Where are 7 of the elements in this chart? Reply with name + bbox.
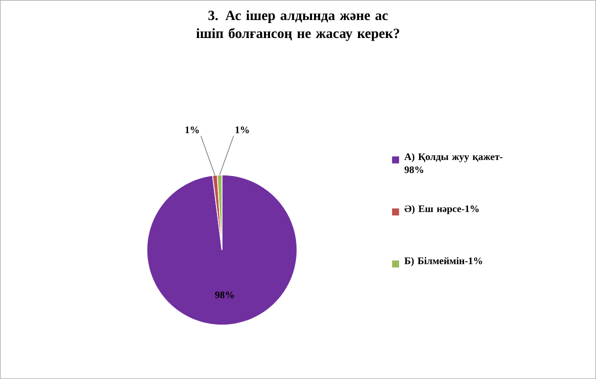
legend-label: Ә) Еш нәрсе-1% <box>404 205 479 214</box>
legend-label: Б) Білмеймін-1% <box>404 257 482 266</box>
legend-label: А) Қолды жуу қажет-98% <box>404 153 503 174</box>
data-label: 1% <box>236 126 249 134</box>
chart-title: 3. Ас ішер алдында және ас ішіп болғансоң не жасау керек? <box>196 10 400 42</box>
data-label: 1% <box>186 126 199 134</box>
data-label: 98% <box>215 292 234 298</box>
